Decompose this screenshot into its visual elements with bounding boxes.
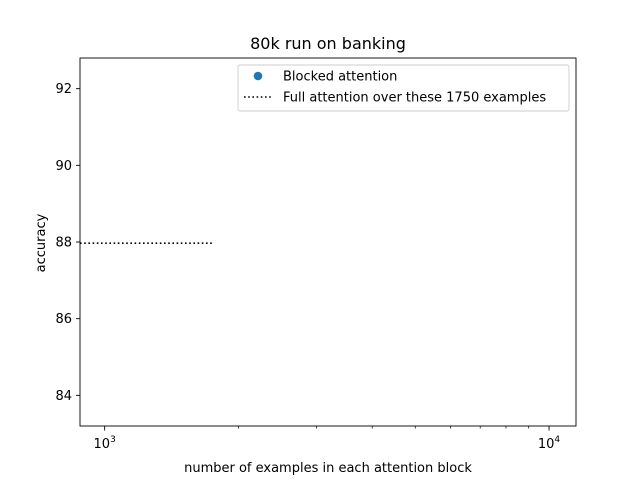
legend-marker-0 <box>253 71 263 81</box>
y-tick-label-86: 86 <box>55 312 72 327</box>
x-tick-label-10000: 104 <box>538 435 561 452</box>
y-tick-label-92: 92 <box>55 82 72 97</box>
x-tick-label-1000: 103 <box>94 435 116 452</box>
y-tick-label-84: 84 <box>55 389 72 404</box>
legend-label-1: Full attention over these 1750 examples <box>283 91 546 106</box>
y-axis-label: accuracy <box>34 213 49 272</box>
chart-title: 80k run on banking <box>250 34 406 53</box>
x-axis-label: number of examples in each attention blo… <box>184 461 472 476</box>
plot-area: 84 86 88 90 92 103 104 <box>55 57 577 452</box>
legend: Blocked attention Full attention over the… <box>237 64 570 112</box>
y-tick-label-88: 88 <box>55 236 72 251</box>
legend-label-0: Blocked attention <box>283 70 397 85</box>
legend-box <box>237 64 570 112</box>
y-tick-label-90: 90 <box>55 159 72 174</box>
